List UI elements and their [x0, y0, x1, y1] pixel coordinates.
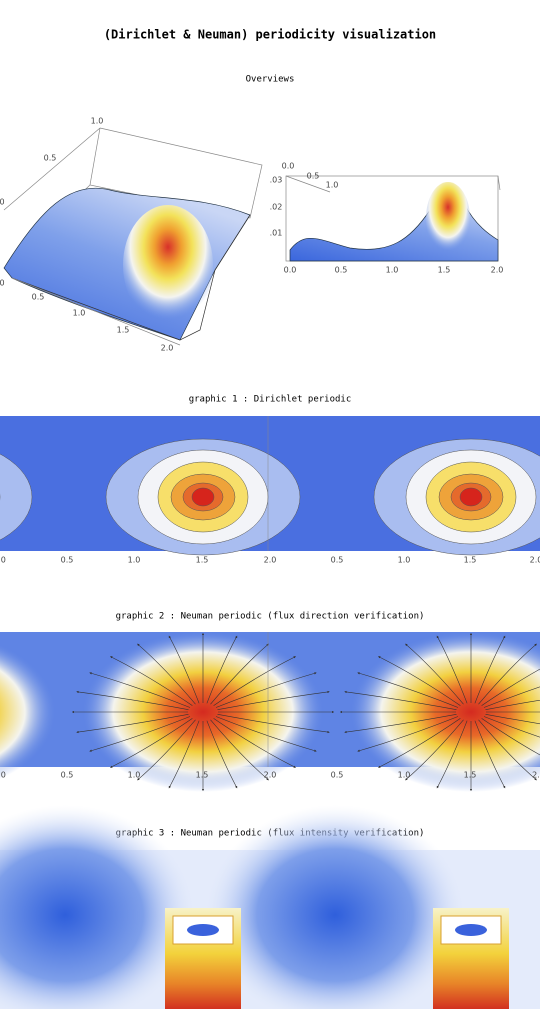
stream-line [474, 635, 506, 704]
tick-label: 0.5 [32, 293, 45, 302]
stream-line [483, 716, 540, 738]
contour-plot [0, 416, 540, 556]
tick-label: 0.5 [331, 556, 344, 565]
cold-spot [205, 805, 465, 1009]
contour-band [0, 453, 33, 541]
stream-line [110, 718, 193, 768]
stream-line [110, 656, 193, 706]
tick-label: 0.5 [61, 556, 74, 565]
tick-label: .0 [0, 556, 6, 565]
stream-line [89, 672, 191, 708]
stream-line [168, 635, 200, 704]
section-heading: graphic 2 : Neuman periodic (flux direct… [116, 612, 425, 622]
stream-line [213, 656, 296, 706]
tick-label: 2.0 [161, 344, 174, 353]
stream-line [485, 699, 540, 710]
tick-label: .0 [0, 771, 6, 780]
tick-label: 2.0 [264, 556, 277, 565]
stream-plot [0, 632, 540, 792]
tick-label: 2.0 [264, 771, 277, 780]
stream-line [357, 716, 459, 752]
tick-label: .02 [270, 203, 283, 212]
tick-label: 1.0 [398, 771, 411, 780]
tick-label: 0.5 [335, 266, 348, 275]
stream-line [436, 720, 468, 789]
section-heading: graphic 1 : Dirichlet periodic [189, 395, 352, 405]
stream-line [210, 719, 269, 781]
stream-line [76, 714, 189, 734]
stream-line [436, 635, 468, 704]
tick-label: .03 [270, 176, 283, 185]
tick-label: 0 [0, 279, 5, 288]
page-title: (Dirichlet & Neuman) periodicity visuali… [104, 28, 436, 42]
tick-label: 1.0 [386, 266, 399, 275]
stream-line [481, 718, 540, 756]
stream-line [213, 718, 296, 768]
stream-line [217, 690, 330, 710]
stream-line [210, 643, 269, 705]
tick-label: 1.0 [326, 181, 339, 190]
stream-line [378, 656, 461, 706]
heat-spot [83, 632, 323, 792]
tick-label: 1.5 [438, 266, 451, 275]
tick-label: 1.0 [128, 771, 141, 780]
tick-label: 1.5 [464, 771, 477, 780]
tick-label: 0.5 [307, 172, 320, 181]
stream-line [478, 643, 537, 705]
tick-label: 0.5 [331, 771, 344, 780]
tick-label: 1.5 [196, 771, 209, 780]
tick-label: 2. [532, 771, 540, 780]
stream-line [405, 719, 464, 781]
section-heading: Overviews [246, 75, 295, 85]
cold-spot [0, 805, 195, 1009]
stream-line [344, 690, 457, 710]
stream-line [483, 686, 540, 708]
tick-label: 1.5 [117, 326, 130, 335]
density-plot [0, 805, 540, 1009]
tick-label: 1.0 [128, 556, 141, 565]
stream-line [478, 719, 537, 781]
stream-line [206, 720, 238, 789]
stream-line [474, 720, 506, 789]
inner-spot [187, 924, 219, 936]
tick-label: 2.0 [530, 556, 540, 565]
tick-label: 2.0 [491, 266, 504, 275]
stream-line [357, 672, 459, 708]
tick-label: 1.0 [73, 309, 86, 318]
tick-label: .01 [270, 229, 283, 238]
surface-plot-right [285, 175, 501, 262]
contour-band [191, 487, 215, 507]
stream-line [89, 716, 191, 752]
heat-spot [0, 644, 55, 780]
inner-spot [455, 924, 487, 936]
contour-band [459, 487, 483, 507]
tick-label: 0.5 [44, 154, 57, 163]
stream-line [206, 635, 238, 704]
tick-label: 1.0 [398, 556, 411, 565]
stream-line [217, 714, 330, 734]
tick-label: 0.0 [284, 266, 297, 275]
stream-line [378, 718, 461, 768]
tick-label: 0.0 [282, 162, 295, 171]
stream-line [481, 668, 540, 706]
stream-line [168, 720, 200, 789]
stream-line [405, 643, 464, 705]
tick-label: 0.5 [61, 771, 74, 780]
stream-line [137, 643, 196, 705]
stream-line [485, 714, 540, 725]
tick-label: 1.5 [196, 556, 209, 565]
tick-label: 0 [0, 198, 5, 207]
stream-line [344, 714, 457, 734]
stream-line [137, 719, 196, 781]
tick-label: 1.0 [91, 117, 104, 126]
surface-plot-left [3, 127, 263, 346]
stream-line [76, 690, 189, 710]
tick-label: 1.5 [464, 556, 477, 565]
